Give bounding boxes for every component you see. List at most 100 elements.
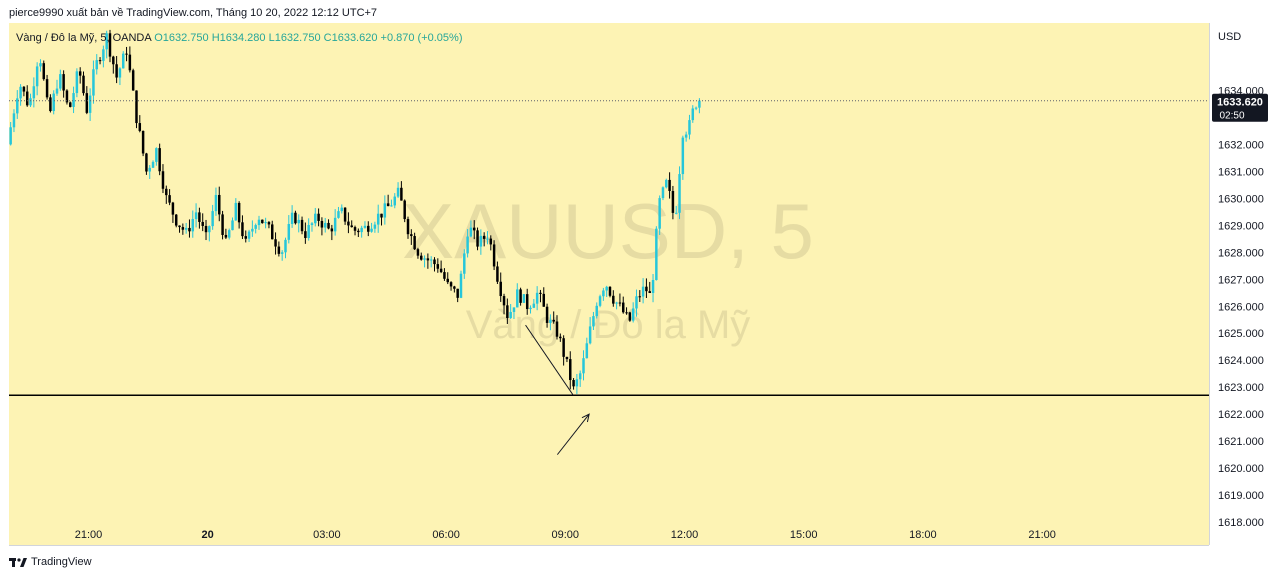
candle-body — [506, 305, 509, 319]
candle-body — [648, 291, 651, 293]
candle-body — [618, 302, 622, 304]
x-tick-label: 06:00 — [432, 529, 460, 541]
candle-body — [69, 102, 72, 107]
candle-body — [39, 63, 42, 67]
y-tick-label: 1621.000 — [1218, 436, 1264, 448]
candle-body — [284, 239, 287, 253]
candle-body — [148, 167, 151, 172]
candle-body — [486, 238, 489, 240]
candle-body — [575, 379, 579, 387]
candle-body — [337, 211, 340, 218]
candle-body — [188, 227, 191, 232]
candle-body — [198, 212, 201, 222]
last-price-badge — [1212, 93, 1268, 122]
publish-header: pierce9990 xuất bản về TradingView.com, T… — [9, 7, 377, 19]
candle-body — [333, 217, 337, 232]
candle-body — [62, 74, 65, 91]
candle-body — [489, 238, 493, 245]
annotation-arrowhead — [581, 413, 590, 423]
y-tick-label: 1622.000 — [1218, 409, 1264, 421]
candle-body — [22, 86, 26, 92]
candle-body — [274, 239, 277, 247]
candle-body — [138, 123, 142, 131]
candle-body — [171, 202, 175, 215]
time-axis[interactable] — [9, 545, 1209, 546]
annotation-arrow — [556, 413, 590, 455]
x-tick-label: 12:00 — [671, 529, 699, 541]
candle-body — [502, 296, 506, 306]
candle-body — [522, 294, 526, 303]
candle-body — [423, 258, 426, 260]
candle-body — [615, 302, 618, 304]
candle-body — [323, 222, 327, 228]
candle-body — [390, 205, 393, 207]
candle-body — [539, 292, 542, 294]
candle-body — [32, 86, 36, 99]
chart-area[interactable] — [9, 23, 1209, 545]
candle-body — [297, 219, 300, 224]
legend-symbol[interactable]: Vàng / Đô la Mỹ, 5, OANDA — [16, 32, 152, 44]
candle-body — [479, 235, 483, 247]
candle-body — [655, 228, 658, 281]
candle-body — [367, 225, 370, 232]
candle-body — [661, 187, 665, 199]
candle-body — [429, 259, 433, 261]
candle-body — [393, 196, 397, 206]
candle-body — [165, 188, 168, 196]
candle-body — [665, 179, 668, 188]
last-price-label: 1633.620 — [1217, 97, 1263, 109]
candle-body — [131, 70, 135, 91]
candle-body — [231, 220, 234, 231]
candle-body — [271, 224, 274, 240]
legend-close: C1633.620 — [323, 32, 378, 44]
candle-body — [191, 219, 195, 232]
candle-body — [257, 219, 261, 226]
candle-body — [52, 93, 55, 112]
y-tick-label: 1624.000 — [1218, 355, 1264, 367]
candle-body — [221, 214, 224, 235]
candle-body — [98, 60, 102, 62]
candle-body — [651, 280, 655, 293]
x-tick-label: 09:00 — [552, 529, 580, 541]
candle-body — [204, 225, 208, 233]
y-tick-label: 1627.000 — [1218, 274, 1264, 286]
candle-body — [552, 319, 555, 322]
candle-body — [386, 203, 390, 207]
candle-body — [472, 227, 476, 231]
candle-body — [433, 259, 436, 265]
candle-body — [406, 219, 410, 235]
candle-body — [608, 286, 612, 296]
candle-body — [327, 222, 330, 229]
candle-body — [555, 321, 559, 337]
candle-body — [635, 296, 638, 309]
candle-body — [426, 258, 430, 261]
candle-body — [128, 54, 132, 71]
candle-body — [562, 338, 565, 357]
candle-body — [439, 268, 443, 273]
candle-body — [436, 264, 440, 269]
candle-body — [320, 220, 324, 228]
candle-body — [413, 236, 416, 250]
footer-branding[interactable]: TradingView — [9, 556, 92, 568]
candle-body — [314, 213, 317, 224]
candle-body — [25, 91, 29, 106]
candle-body — [681, 137, 685, 175]
annotation-trendline — [525, 324, 574, 396]
candle-body — [264, 222, 267, 224]
x-tick-label: 21:00 — [75, 529, 103, 541]
candle-body — [261, 219, 264, 224]
candle-body — [244, 236, 247, 239]
candle-body — [499, 281, 502, 297]
candle-body — [85, 93, 89, 113]
candle-body — [290, 212, 294, 225]
candle-body — [569, 359, 572, 381]
candle-body — [668, 179, 671, 191]
candle-body — [310, 223, 314, 226]
candle-body — [463, 253, 466, 274]
candle-body — [529, 307, 532, 310]
candle-body — [525, 294, 529, 310]
y-tick-label: 1628.000 — [1218, 247, 1264, 259]
candle-body — [625, 312, 628, 314]
candle-body — [376, 213, 380, 225]
